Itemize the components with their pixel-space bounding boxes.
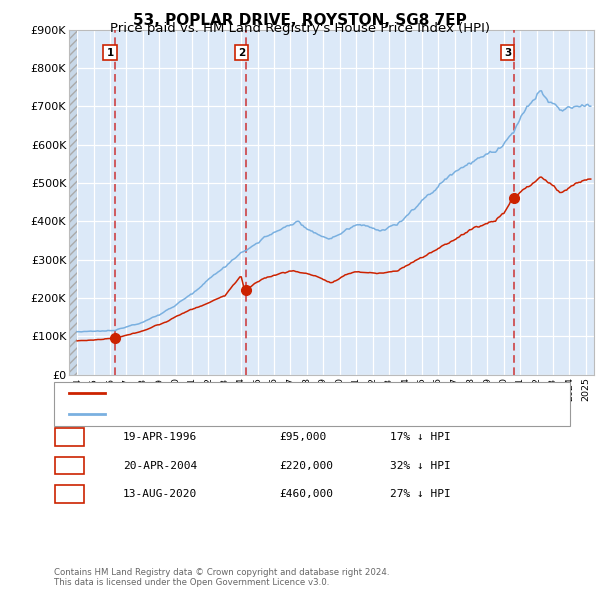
Text: 27% ↓ HPI: 27% ↓ HPI [390,489,451,499]
Text: 1: 1 [66,432,73,442]
Text: 32% ↓ HPI: 32% ↓ HPI [390,461,451,470]
Text: 53, POPLAR DRIVE, ROYSTON, SG8 7EP: 53, POPLAR DRIVE, ROYSTON, SG8 7EP [133,13,467,28]
Text: HPI: Average price, detached house, North Hertfordshire: HPI: Average price, detached house, Nort… [110,409,419,418]
Text: 17% ↓ HPI: 17% ↓ HPI [390,432,451,442]
Text: £460,000: £460,000 [279,489,333,499]
Text: Contains HM Land Registry data © Crown copyright and database right 2024.
This d: Contains HM Land Registry data © Crown c… [54,568,389,587]
Text: 13-AUG-2020: 13-AUG-2020 [123,489,197,499]
Text: 19-APR-1996: 19-APR-1996 [123,432,197,442]
Text: Price paid vs. HM Land Registry's House Price Index (HPI): Price paid vs. HM Land Registry's House … [110,22,490,35]
Text: £95,000: £95,000 [279,432,326,442]
Text: £220,000: £220,000 [279,461,333,470]
Text: 3: 3 [504,48,511,57]
Text: 2: 2 [238,48,245,57]
Text: 3: 3 [66,489,73,499]
Bar [69,30,77,375]
Text: 1: 1 [106,48,113,57]
Text: 20-APR-2004: 20-APR-2004 [123,461,197,470]
Text: 2: 2 [66,461,73,470]
Text: 53, POPLAR DRIVE, ROYSTON, SG8 7EP (detached house): 53, POPLAR DRIVE, ROYSTON, SG8 7EP (deta… [110,388,423,398]
